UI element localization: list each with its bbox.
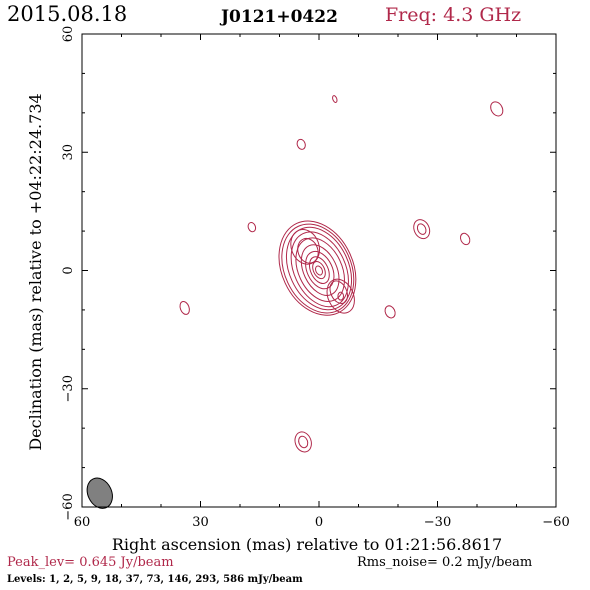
peak-level-label: Peak_lev= 0.645 Jy/beam	[7, 555, 174, 570]
y-tick-label: 0	[61, 266, 76, 274]
frequency-label: Freq: 4.3 GHz	[385, 4, 521, 26]
contour-lobe	[326, 278, 355, 314]
contour-lobe	[337, 291, 344, 301]
contour-core-level	[312, 261, 326, 280]
y-tick-label: 30	[61, 144, 76, 161]
contour-layer	[179, 95, 504, 453]
x-tick-label: −30	[424, 515, 451, 530]
contour-isolated-component	[294, 431, 312, 453]
contour-isolated-component	[247, 222, 257, 233]
contour-isolated-component	[459, 232, 471, 246]
x-axis-label: Right ascension (mas) relative to 01:21:…	[112, 535, 502, 554]
source-name: J0121+0422	[219, 7, 338, 27]
y-tick-label: 60	[61, 26, 76, 43]
y-tick-label: −60	[61, 493, 76, 520]
y-axis-label: Declination (mas) relative to +04:22:24.…	[26, 93, 45, 450]
contour-isolated-component	[332, 95, 338, 103]
plot-frame	[81, 33, 557, 508]
contour-levels-label: Levels: 1, 2, 5, 9, 18, 37, 73, 146, 293…	[7, 574, 303, 585]
axis-ticks: 60 30 0 −30 −60 −60 −30 0 30 60	[61, 26, 570, 530]
contour-isolated-component	[490, 101, 504, 117]
contour-lobe	[329, 280, 348, 304]
rms-noise-label: Rms_noise= 0.2 mJy/beam	[357, 555, 532, 570]
observation-date: 2015.08.18	[7, 2, 127, 26]
contour-isolated-component	[413, 219, 431, 240]
contour-isolated-component	[416, 223, 427, 235]
contour-isolated-component	[296, 138, 306, 150]
x-tick-label: 60	[74, 515, 91, 530]
x-tick-label: 0	[315, 515, 323, 530]
contour-isolated-component	[179, 300, 190, 315]
contour-core-level	[300, 244, 340, 296]
contour-core-level	[315, 265, 323, 276]
x-tick-label: 30	[192, 515, 209, 530]
contour-core-level	[305, 250, 335, 290]
contour-core-level	[290, 231, 349, 308]
contour-lobe	[290, 229, 321, 265]
x-tick-label: −60	[542, 515, 569, 530]
y-tick-label: −30	[61, 375, 76, 402]
contour-isolated-component	[384, 305, 396, 319]
contour-outer-ring	[278, 220, 357, 316]
contour-lobe	[297, 237, 319, 264]
contour-core-level	[308, 256, 330, 284]
contour-isolated-component	[298, 435, 309, 449]
